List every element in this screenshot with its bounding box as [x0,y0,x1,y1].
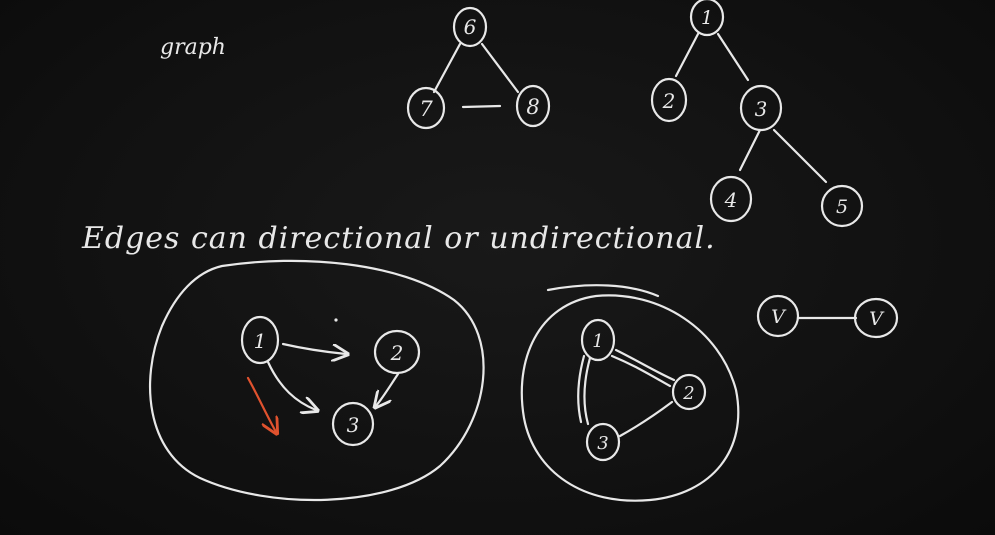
node-8-label: 8 [526,95,539,119]
undirected-boundary [520,294,740,502]
edge-7-8 [461,104,502,109]
directed-node-1-label: 1 [254,329,267,353]
tree-node-5: 5 [820,184,864,228]
edge-example: V V [756,294,899,339]
tree-node-1: 1 [689,0,725,37]
tree-node-2: 2 [650,77,688,123]
undirected-node-1-label: 1 [592,331,603,352]
edge-u-1-2 [614,348,676,382]
red-arrow-annotation [246,376,276,432]
directed-node-3-label: 3 [347,413,360,437]
node-6-label: 6 [464,15,477,39]
directed-node-2-label: 2 [390,341,404,365]
edge-3-5 [772,128,828,184]
edge-u-1-3 [583,356,592,426]
tree-node-4-label: 4 [724,188,738,212]
tree-node-1-label: 1 [701,7,713,29]
edge-6-7 [432,42,462,94]
caption-edges: Edges can directional or undirectional. [81,221,716,256]
undirected-node-3-label: 3 [597,433,608,454]
undirected-node-1: 1 [580,318,616,362]
tree-node-5-label: 5 [836,196,848,218]
edge-1-to-2 [281,342,346,354]
edge-1-to-3 [266,360,316,410]
tree-node-4: 4 [709,175,753,223]
graph-undirected: 1 2 3 [520,284,740,502]
title-graph: graph [160,35,226,60]
undirected-node-2-label: 2 [682,383,694,404]
directed-node-1: 1 [240,315,280,365]
edge-3-4 [738,128,762,172]
vertex-left-label: V [771,306,787,328]
graph-directed: 1 2 3 [148,259,485,502]
graph-tree: 1 2 3 4 5 [650,0,864,228]
tree-node-3-label: 3 [755,97,768,121]
vertex-right-label: V [869,308,885,330]
directed-node-2: 2 [373,329,421,375]
edge-6-8 [480,42,520,94]
directed-node-3: 3 [331,401,375,447]
undirected-node-2: 2 [671,373,707,411]
edge-2-to-3 [376,372,400,406]
vertex-left: V [756,294,800,338]
vertex-right: V [853,297,899,339]
edge-1-2 [674,32,700,78]
tree-node-3: 3 [739,84,783,132]
edge-u-1-3-retrace [577,354,586,424]
undirected-node-3: 3 [585,422,621,462]
directed-boundary [148,259,485,502]
node-7-label: 7 [419,97,433,121]
node-7: 7 [406,86,446,130]
edge-1-3 [716,32,750,82]
edge-u-2-3 [618,400,674,438]
tree-node-2-label: 2 [662,89,676,113]
ink-dot [334,318,338,322]
edge-u-1-2-retrace [610,354,672,388]
graph-a: 6 7 8 [406,6,551,130]
node-8: 8 [515,84,551,128]
node-6: 6 [452,6,488,48]
scribble-stroke [546,284,660,298]
